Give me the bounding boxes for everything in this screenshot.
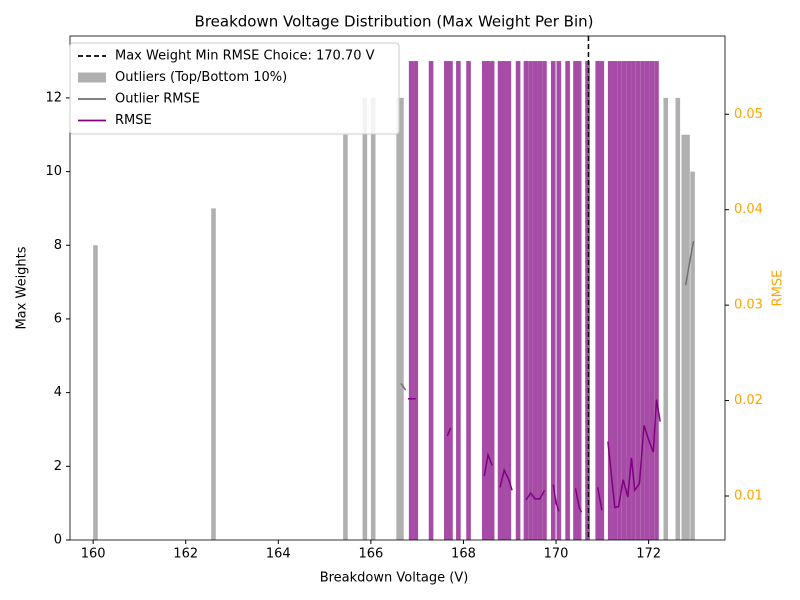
bar [663, 97, 669, 540]
bar [654, 61, 659, 540]
bar [532, 61, 538, 540]
bar [515, 61, 521, 540]
x-tick-label: 162 [173, 547, 198, 562]
x-tick-label: 160 [81, 547, 106, 562]
y2-axis-label: RMSE [771, 270, 786, 307]
bar [542, 61, 547, 540]
legend-label: Outliers (Top/Bottom 10%) [115, 70, 287, 85]
bar [211, 208, 216, 540]
bar [528, 61, 533, 540]
x-tick-label: 170 [544, 547, 569, 562]
x-tick-label: 166 [358, 547, 383, 562]
y-axis-label: Max Weights [15, 246, 30, 329]
legend-box [69, 42, 400, 135]
bar [93, 245, 98, 540]
bar [497, 61, 503, 540]
bar [685, 134, 690, 540]
bar [413, 61, 419, 540]
bar [675, 97, 681, 540]
bar [448, 61, 453, 540]
line [400, 241, 695, 391]
bar [621, 61, 627, 540]
bar [466, 61, 471, 540]
bar [607, 61, 613, 540]
bar [644, 61, 650, 540]
y-tick-label: 10 [45, 164, 62, 179]
legend-swatch [78, 72, 106, 83]
bar [485, 61, 491, 540]
bar [506, 61, 512, 540]
bar [489, 61, 495, 540]
bar [556, 61, 562, 540]
x-tick-label: 164 [266, 547, 291, 562]
bar [612, 61, 618, 540]
bar [573, 61, 578, 540]
y2-tick-label: 0.01 [734, 489, 763, 504]
bar [523, 61, 529, 540]
bar [565, 61, 570, 540]
bar [550, 61, 556, 540]
chart-title: Breakdown Voltage Distribution (Max Weig… [195, 13, 594, 31]
y2-tick-label: 0.03 [734, 298, 763, 313]
y-tick-label: 2 [54, 459, 62, 474]
bar [576, 61, 582, 540]
bar [649, 61, 655, 540]
y2-tick-label: 0.02 [734, 393, 763, 408]
bar [396, 97, 401, 540]
y-tick-label: 12 [45, 90, 62, 105]
bar [585, 61, 590, 540]
bar [690, 171, 695, 540]
bar [626, 61, 632, 540]
legend-label: Max Weight Min RMSE Choice: 170.70 V [115, 49, 375, 64]
y-tick-label: 4 [54, 385, 62, 400]
legend-label: RMSE [115, 113, 152, 128]
bar [362, 97, 368, 540]
line [407, 397, 661, 513]
plot-frame [69, 35, 726, 541]
bar [456, 61, 461, 540]
bar [681, 134, 687, 540]
y2-tick-label: 0.04 [734, 202, 763, 217]
bar [631, 61, 636, 540]
bar [481, 61, 487, 540]
bar [537, 61, 543, 540]
legend-label: Outlier RMSE [115, 92, 200, 107]
x-axis-label: Breakdown Voltage (V) [320, 571, 469, 586]
bar [599, 61, 605, 540]
bar [428, 61, 434, 540]
bar [444, 61, 449, 540]
bar [343, 134, 348, 540]
y-tick-label: 8 [54, 238, 62, 253]
bar [617, 61, 622, 540]
x-tick-label: 168 [451, 547, 476, 562]
bar [501, 61, 507, 540]
bar [595, 61, 601, 540]
bar [635, 61, 641, 540]
y2-tick-label: 0.05 [734, 107, 763, 122]
bar [408, 61, 414, 540]
x-tick-label: 172 [636, 547, 661, 562]
y-tick-label: 6 [54, 311, 62, 326]
y-tick-label: 0 [54, 533, 62, 548]
bar [640, 61, 645, 540]
bar [399, 97, 404, 540]
bar [370, 97, 376, 540]
